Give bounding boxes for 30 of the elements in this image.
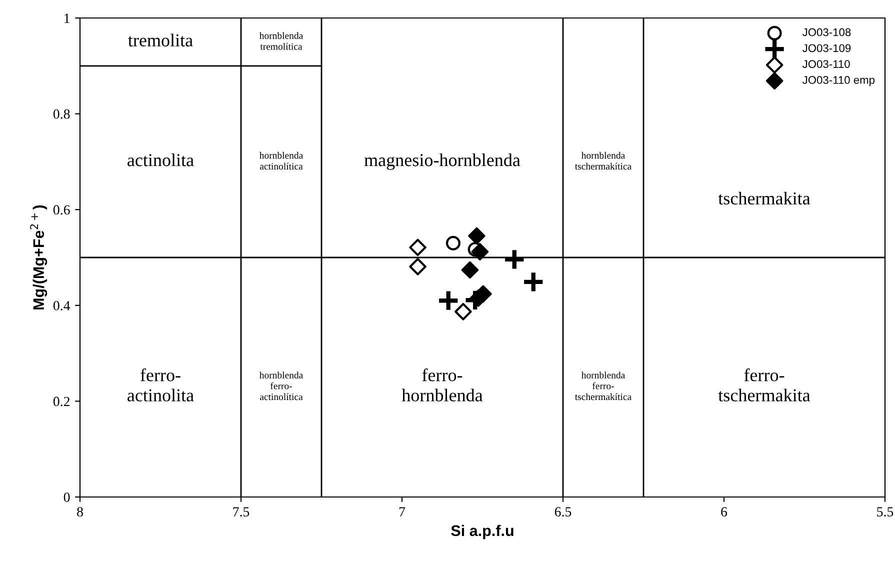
annotation: hornblenda actinolítica	[259, 152, 303, 170]
y-tick-label: 1	[64, 14, 70, 23]
annotation: hornblenda tremolítica	[259, 32, 303, 50]
y-tick-label: 0	[64, 492, 70, 502]
annotation: tremolita	[128, 34, 193, 46]
x-tick-label: 6	[721, 507, 728, 516]
x-tick-label: 7	[399, 507, 406, 516]
x-tick-label: 5.5	[877, 507, 894, 517]
x-tick-label: 8	[77, 507, 83, 516]
legend-label: JO03-108	[802, 28, 851, 36]
annotation: ferro- hornblenda	[402, 368, 483, 402]
annotation: ferro- tschermakita	[718, 368, 810, 402]
x-axis-title: Si a.p.f.u	[451, 524, 514, 540]
annotation: hornblenda ferro- tschermakítica	[575, 372, 632, 400]
annotation: hornblenda tschermakítica	[575, 152, 632, 170]
annotation: actinolita	[128, 154, 194, 166]
y-tick-label: 0.2	[53, 396, 70, 406]
annotation: ferro- actinolita	[128, 368, 194, 402]
x-tick-label: 6.5	[554, 507, 572, 517]
y-axis-title: Mg/(Mg+Fe$^{2+}$)	[30, 205, 48, 310]
annotation: hornblenda ferro- actinolítica	[259, 372, 303, 400]
y-tick-label: 0.4	[53, 300, 70, 310]
x-tick-label: 7.5	[233, 507, 250, 517]
y-tick-label: 0.8	[53, 109, 70, 119]
y-tick-label: 0.6	[53, 205, 70, 215]
legend-label: JO03-110	[802, 60, 850, 68]
legend-label: JO03-110 emp	[802, 76, 875, 86]
annotation: magnesio-hornblenda	[364, 153, 520, 170]
legend-label: JO03-109	[802, 44, 851, 52]
annotation: tschermakita	[718, 192, 810, 205]
